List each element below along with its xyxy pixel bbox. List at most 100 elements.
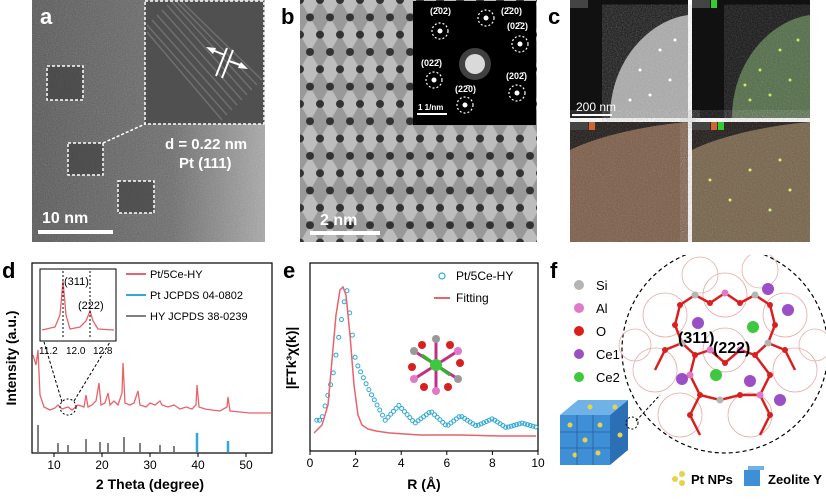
exafs-data-point <box>341 299 347 305</box>
legend-entry: Pt JCPDS 04-0802 <box>150 290 243 302</box>
exafs-data-point <box>338 317 344 323</box>
ce2-atoms <box>710 321 759 381</box>
exafs-data-point <box>388 411 394 417</box>
exafs-data-point <box>527 422 533 428</box>
fft-spot-label: (202̄) <box>506 71 527 81</box>
exafs-data-point <box>385 414 391 420</box>
exafs-data-point <box>478 421 484 427</box>
exafs-data-point <box>522 421 528 427</box>
x-tick-label: 10 <box>531 456 545 470</box>
exafs-data-point <box>431 412 437 418</box>
legend-entry: Pt NPs <box>691 472 733 487</box>
silicon-atoms <box>678 291 772 404</box>
exafs-data-point <box>525 422 531 428</box>
x-axis-label: 2 Theta (degree) <box>96 476 204 492</box>
exafs-data-point <box>456 414 462 420</box>
legend-entry: HY JCPDS 38-0239 <box>150 311 248 323</box>
exafs-data-point <box>382 417 388 423</box>
inset-tick-label: 11.2 <box>39 346 58 357</box>
exafs-data-point <box>440 419 446 425</box>
exafs-data-point <box>330 370 336 376</box>
d-spacing-label: d = 0.22 nm <box>165 136 248 153</box>
exafs-data-point <box>393 405 399 411</box>
panel-f-structure: Si Al O Ce1 Ce2 (311) (222) <box>560 255 826 487</box>
oxygen-atoms <box>662 300 788 418</box>
exafs-data-point <box>333 352 339 358</box>
panel-c-scale-bar <box>572 114 612 116</box>
exafs-data-point <box>374 402 380 408</box>
atom-label: O <box>596 324 606 339</box>
exafs-data-point <box>442 422 448 428</box>
ce1-atoms <box>676 283 794 406</box>
exafs-data-point <box>508 423 514 429</box>
inset-peak-label: (222) <box>78 300 104 312</box>
aluminum-atoms <box>686 289 764 399</box>
exafs-data-point <box>396 402 402 408</box>
exafs-data-point <box>475 422 481 428</box>
panel-a-scale-text: 10 nm <box>42 210 89 227</box>
framework-rings <box>618 255 826 438</box>
exafs-data-point <box>314 417 320 423</box>
legend-entry: Fitting <box>456 291 489 305</box>
panel-a-image <box>32 0 265 242</box>
y-axis-label: |FTk³χ(k)| <box>283 327 299 390</box>
fft-spot-label: (02̄2) <box>507 21 528 31</box>
exafs-data-point <box>369 392 375 398</box>
plot-frame <box>309 262 539 452</box>
exafs-data-point <box>486 417 492 423</box>
panel-d-xrd: 10 20 30 40 50 2 Theta (degree) Intensit… <box>3 262 273 492</box>
y-axis-label: Intensity (a.u.) <box>3 311 19 406</box>
plot-frame <box>31 262 273 454</box>
exafs-data-point <box>511 422 517 428</box>
inset-peak-label: (311) <box>64 276 89 288</box>
exafs-data-point <box>481 420 487 426</box>
panel-f-label: f <box>550 258 558 283</box>
x-tick-label: 30 <box>143 458 157 472</box>
hy-reference-bars <box>37 425 175 452</box>
atom-label: Ce2 <box>596 370 620 385</box>
exafs-data-point <box>336 334 342 340</box>
exafs-data-point <box>371 397 377 403</box>
panel-e-label: e <box>283 258 296 283</box>
x-tick-label: 0 <box>307 456 314 470</box>
exafs-data-point <box>322 403 328 409</box>
exafs-data-point <box>366 387 372 393</box>
x-axis: 10 20 30 40 50 <box>47 453 253 472</box>
inset-tick-label: 12.8 <box>93 346 113 357</box>
x-tick-label: 2 <box>352 456 359 470</box>
exafs-data-point <box>530 423 536 429</box>
panel-b-image: (2̄02) (2̄20) (02̄2) (022̄) (202̄) (22̄0… <box>300 0 537 242</box>
exafs-data-point <box>352 354 358 360</box>
exafs-data-point <box>363 381 369 387</box>
x-tick-label: 20 <box>95 458 109 472</box>
fft-spot-label: (22̄0) <box>455 84 476 94</box>
fitting-curve <box>313 285 536 437</box>
panel-a-label: a <box>40 4 53 29</box>
panel-b-label-outer: b <box>281 4 295 29</box>
legend: Pt/5Ce-HY Pt JCPDS 04-0802 HY JCPDS 38-0… <box>126 269 248 323</box>
atom-label: Ce1 <box>596 347 620 362</box>
exafs-data-point <box>437 417 443 423</box>
exafs-data-point <box>360 375 366 381</box>
atom-label: Si <box>596 278 608 293</box>
fft-spot-label: (022̄) <box>421 58 442 68</box>
zoom-circle <box>621 255 826 454</box>
x-tick-label: 6 <box>443 456 450 470</box>
atom-legend: Si Al O Ce1 Ce2 <box>574 278 620 385</box>
exafs-data-point <box>503 424 509 430</box>
fft-spot-label: (2̄20) <box>501 6 522 16</box>
x-tick-label: 8 <box>489 456 496 470</box>
exafs-data-point <box>516 421 522 427</box>
exafs-data-point <box>399 405 405 411</box>
panel-e-exafs: 0 2 4 6 8 10 R (Å) |FTk³χ(k)| Pt/5Ce-HY … <box>283 262 545 492</box>
exafs-data-point <box>489 416 495 422</box>
exafs-data-point <box>434 414 440 420</box>
panel-c-image <box>570 0 810 242</box>
exafs-data-point <box>349 332 355 338</box>
fft-scale-bar <box>417 113 447 115</box>
exafs-data-point <box>358 369 364 375</box>
panel-a-scale-bar <box>38 230 113 234</box>
legend-entry: Zeolite Y <box>768 472 822 487</box>
exafs-data-point <box>426 410 432 416</box>
exafs-data-point <box>429 409 435 415</box>
